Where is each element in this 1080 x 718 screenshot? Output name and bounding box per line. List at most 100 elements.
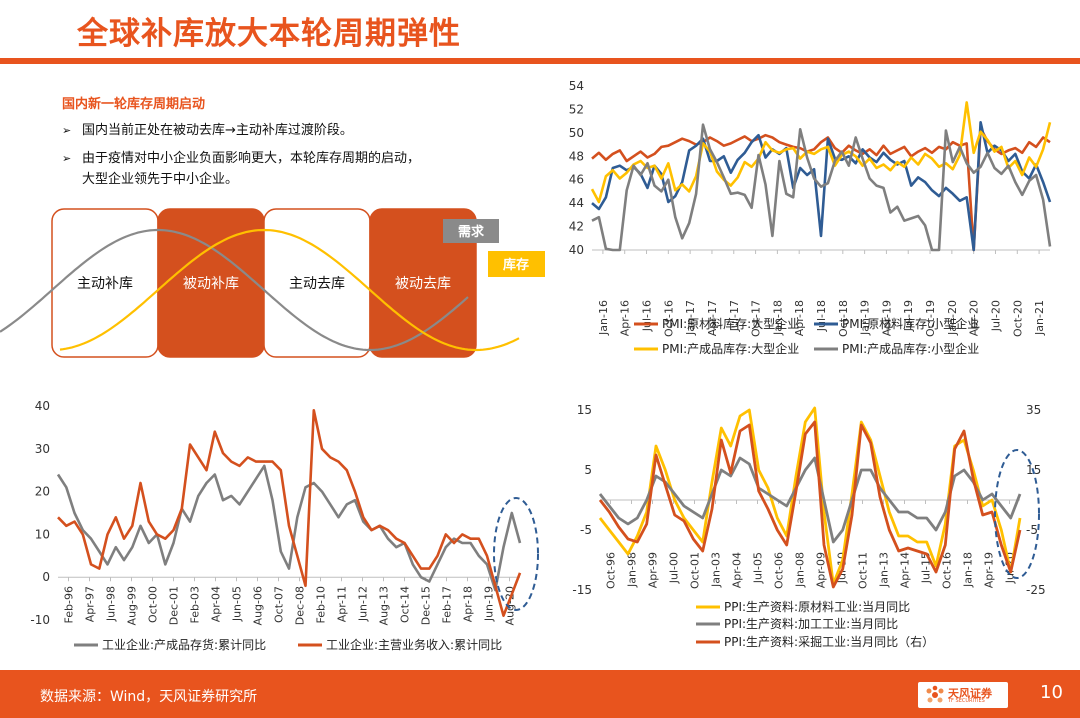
cycle-phase-label-1: 被动补库: [183, 276, 239, 292]
logo-text: 天风证券: [948, 687, 992, 700]
x-tick-label: Oct-19: [924, 300, 937, 337]
x-tick-label: Oct-20: [1011, 300, 1024, 337]
series-line-2: [590, 101, 1052, 204]
cycle-phase-box-3: [369, 208, 477, 358]
x-tick-label: Apr-19: [983, 552, 996, 588]
title-underline: [0, 58, 1080, 64]
x-tick-label: Apr-14: [899, 552, 912, 588]
inventory-label: 库存: [503, 257, 529, 273]
footer-bar: 数据来源：Wind，天风证券研究所 天风证券 TF SECURITIES 10: [0, 670, 1080, 718]
inventory-curve: [59, 228, 520, 352]
x-tick-label: Oct-18: [837, 300, 850, 337]
x-tick-label: Apr-09: [815, 552, 828, 588]
y-tick-label: 5: [584, 463, 592, 477]
x-tick-label: Jun-19: [483, 586, 496, 622]
y-tick-label: 40: [35, 399, 50, 413]
company-logo: 天风证券 TF SECURITIES: [918, 682, 1008, 708]
x-tick-label: Jul-00: [668, 552, 681, 584]
inventory-cycle-diagram: 主动补库 被动补库 主动去库 被动去库 需求 库存: [0, 208, 545, 358]
legend-label-2: PMI:产成品库存:大型企业: [662, 341, 799, 356]
x-tick-label: Apr-04: [731, 552, 744, 588]
x-tick-label: Feb-03: [189, 586, 202, 623]
x-tick-label: Aug-06: [252, 586, 265, 625]
x-tick-label: Apr-11: [336, 586, 349, 622]
y-tick-label: 10: [35, 527, 50, 541]
x-tick-label: Jan-18: [962, 552, 975, 588]
legend-label-1: 工业企业:主营业务收入:累计同比: [326, 637, 502, 652]
industrial-inventory-chart: 40 30 20 10 0 -10 Feb-96 Apr-97 Jun-98 Aug-99 Oct-…: [30, 399, 539, 652]
x-tick-label: Jun-98: [105, 586, 118, 622]
y-tick-label: -15: [572, 583, 592, 597]
x-tick-label: Aug-20: [504, 586, 517, 625]
x-tick-label: Oct-01: [689, 552, 702, 589]
x-tick-label: Apr-18: [462, 586, 475, 622]
highlight-ellipse: [994, 449, 1040, 579]
cycle-phase-labels: 主动补库 被动补库 主动去库 被动去库: [77, 276, 451, 292]
x-tick-label: Jul-19: [902, 300, 915, 332]
x-tick-label: Apr-99: [647, 552, 660, 588]
x-tick-label: Apr-17: [706, 300, 719, 336]
legend-label-3: PMI:产成品库存:小型企业: [842, 341, 979, 356]
legend-label-2: PPI:生产资料:采掘工业:当月同比（右）: [724, 634, 934, 649]
y-tick-label: 15: [577, 403, 592, 417]
cycle-phase-boxes: [51, 208, 477, 358]
section-subhead: 国内新一轮库存周期启动: [62, 97, 206, 112]
x-tick-label: Feb-10: [315, 586, 328, 623]
series-line-1: [57, 409, 522, 617]
x-tick-label: Apr-04: [210, 586, 223, 622]
y-tick-label: 44: [569, 196, 584, 210]
series-line-2: [598, 420, 1022, 589]
x-tick-label: Jan-16: [597, 300, 610, 336]
x-tick-label: Apr-16: [619, 300, 632, 336]
series-line-3: [591, 123, 1052, 252]
legend-label-0: PPI:生产资料:原材料工业:当月同比: [724, 600, 910, 614]
x-tick-label: Aug-13: [378, 586, 391, 625]
data-source: 数据来源：Wind，天风证券研究所: [40, 689, 258, 705]
x-tick-label: Jan-03: [710, 552, 723, 588]
x-tick-label: Jun-05: [231, 586, 244, 622]
y-tick-label: 40: [569, 243, 584, 257]
logo-flower-icon: [926, 685, 944, 703]
x-tick-label: Jun-12: [357, 586, 370, 622]
x-tick-label: Jul-05: [752, 552, 765, 584]
bullet-2-text: 由于疫情对中小企业负面影响更大，本轮库存周期的启动，: [82, 151, 421, 166]
x-tick-label: Jan-13: [878, 552, 891, 588]
x-tick-label: Jan-08: [794, 552, 807, 588]
inventory-label-box: [488, 251, 545, 277]
x-tick-label: Jul-16: [641, 300, 654, 332]
demand-label: 需求: [458, 224, 485, 240]
x-tick-label: Jul-18: [815, 300, 828, 332]
x-tick-label: Oct-07: [273, 586, 286, 623]
y-tick-label: 20: [35, 485, 50, 499]
bullet-1: ➢ 国内当前正处在被动去库→主动补库过渡阶段。: [62, 120, 353, 141]
x-tick-label: Dec-01: [168, 586, 181, 625]
demand-label-box: [443, 219, 499, 243]
x-tick-label: Dec-15: [420, 586, 433, 625]
x-tick-label: Oct-00: [147, 586, 160, 623]
pmi-inventory-chart: 54 52 50 48 46 44 42 40 Jan-16 Apr-16 Jul-16 Oct-16…: [569, 79, 1052, 356]
legend-label-1: PMI:原材料库存:小型企业: [842, 316, 979, 331]
page-title: 全球补库放大本轮周期弹性: [77, 16, 461, 52]
y2-tick-label: -5: [1026, 523, 1038, 537]
y-tick-label: 0: [42, 570, 50, 584]
y-tick-label: -5: [580, 523, 592, 537]
y-tick-label: -10: [30, 613, 50, 627]
series-line-0: [56, 464, 522, 592]
x-tick-label: Oct-06: [773, 552, 786, 589]
bullet-2: ➢ 由于疫情对中小企业负面影响更大，本轮库存周期的启动， 大型企业领先于中小企业。: [62, 148, 420, 190]
x-tick-label: Apr-20: [968, 300, 981, 336]
y2-tick-label: -25: [1026, 583, 1046, 597]
bullet-arrow-icon: ➢: [62, 124, 72, 137]
series-line-1: [591, 121, 1052, 252]
legend-label-1: PPI:生产资料:加工工业:当月同比: [724, 617, 898, 631]
y-tick-label: 46: [569, 173, 584, 187]
highlight-ellipse: [493, 497, 539, 611]
x-tick-label: Apr-19: [880, 300, 893, 336]
cycle-phase-label-3: 被动去库: [395, 276, 451, 292]
cycle-phase-label-0: 主动补库: [77, 276, 133, 292]
bullet-arrow-icon: ➢: [62, 152, 72, 165]
x-tick-label: Jan-19: [859, 300, 872, 336]
x-tick-label: Oct-11: [857, 552, 870, 589]
series-line-0: [598, 406, 1022, 586]
